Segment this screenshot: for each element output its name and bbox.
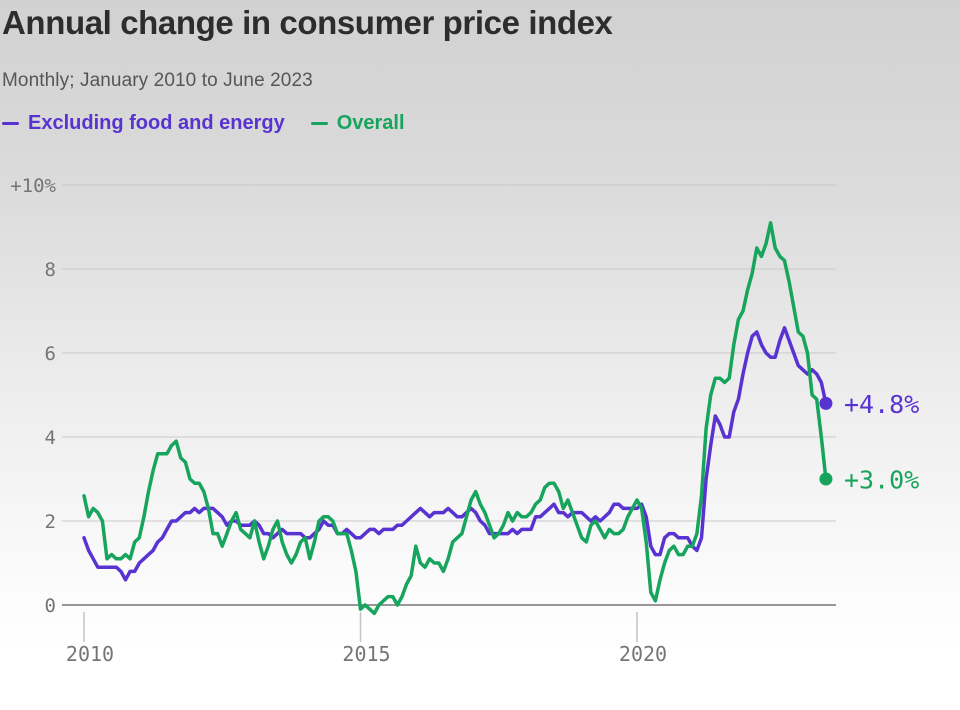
- y-axis-tick-label: 6: [45, 343, 56, 365]
- series-end-value-label: +3.0%: [844, 466, 919, 495]
- legend-label-overall: Overall: [336, 112, 405, 134]
- series-end-dot-overall: [819, 472, 833, 486]
- legend-label-core: Excluding food and energy: [28, 112, 285, 134]
- chart-subtitle: Monthly; January 2010 to June 2023: [2, 70, 313, 91]
- series-end-dot-core: [819, 396, 833, 410]
- x-axis-tick-label: 2015: [342, 642, 390, 666]
- y-axis-tick-label: +10%: [10, 175, 56, 197]
- y-axis-tick-label: 4: [45, 427, 56, 449]
- y-axis-tick-label: 8: [45, 259, 56, 281]
- chart-legend: Excluding food and energy Overall: [2, 112, 405, 135]
- x-axis-tick-label: 2020: [619, 642, 667, 666]
- y-axis-tick-label: 2: [45, 511, 56, 533]
- series-end-value-label: +4.8%: [844, 390, 919, 419]
- x-axis-tick-label: 2010: [66, 642, 114, 666]
- page-title: Annual change in consumer price index: [2, 4, 613, 41]
- legend-item-core: Excluding food and energy: [2, 112, 285, 135]
- series-line-overall: [82, 221, 828, 616]
- y-axis-tick-label: 0: [45, 595, 56, 617]
- legend-item-overall: Overall: [310, 112, 405, 135]
- legend-line-swatch-green: [310, 121, 328, 126]
- legend-line-swatch-purple: [2, 121, 19, 126]
